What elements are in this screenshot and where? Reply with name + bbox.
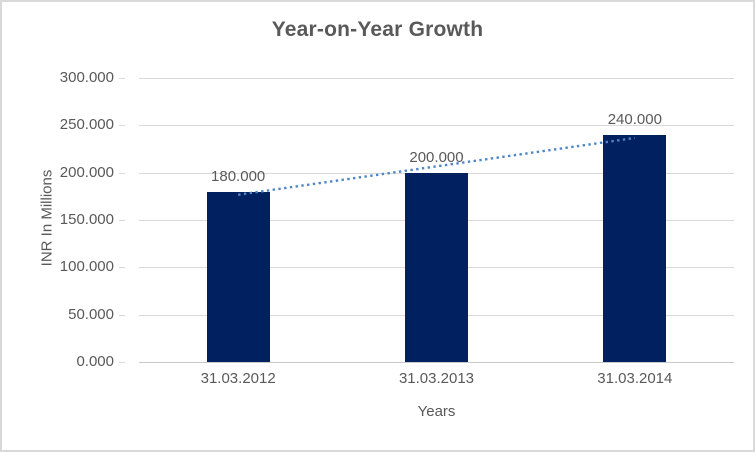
x-category-label: 31.03.2013 [398, 370, 475, 387]
chart-title: Year-on-Year Growth [271, 18, 484, 41]
bar [405, 172, 468, 362]
plot-area [139, 78, 734, 363]
bar-data-label: 180.000 [211, 167, 266, 185]
y-axis-tick-mark [119, 78, 125, 79]
bar [206, 191, 270, 362]
y-tick-label: 100.000 [59, 258, 114, 276]
y-axis-tick-mark [119, 172, 125, 174]
bar [603, 134, 667, 362]
y-tick-label: 50.000 [68, 305, 114, 323]
gridline [139, 125, 734, 127]
x-category-label: 31.03.2014 [597, 370, 673, 387]
gridline [139, 362, 734, 363]
y-axis-tick-mark [119, 125, 125, 127]
x-category-label: 31.03.2012 [200, 370, 276, 387]
y-tick-label: 300.000 [59, 69, 114, 86]
y-axis-tick-mark [119, 220, 125, 221]
gridline [139, 78, 734, 79]
y-tick-label: 250.000 [59, 116, 114, 134]
y-axis-tick-mark [119, 362, 125, 363]
y-tick-label: 150.000 [59, 211, 114, 228]
y-tick-label: 0.000 [76, 353, 114, 370]
y-axis-tick-mark [119, 267, 125, 269]
x-axis-title: Years [417, 403, 456, 420]
bar-data-label: 240.000 [607, 110, 662, 128]
bar-data-label: 200.000 [409, 148, 464, 166]
y-tick-label: 200.000 [59, 163, 114, 181]
y-axis-tick-mark [119, 314, 125, 316]
